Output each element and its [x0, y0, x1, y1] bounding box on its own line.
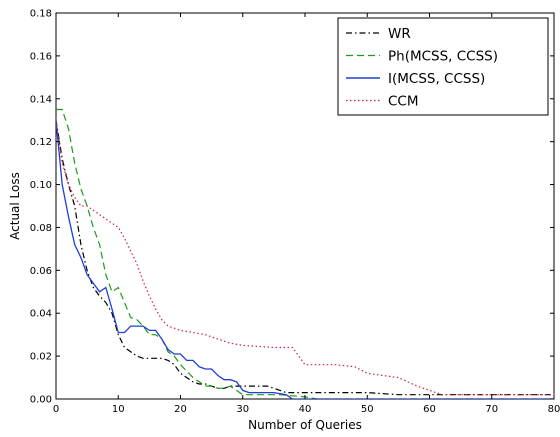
x-tick-label: 0	[53, 404, 59, 415]
series-line-3	[56, 120, 554, 396]
legend-box	[337, 17, 549, 116]
x-tick-label: 50	[361, 404, 374, 415]
x-tick-label: 40	[299, 404, 312, 415]
y-tick-label: 0.18	[30, 9, 52, 20]
x-axis-title: Number of Queries	[248, 418, 362, 432]
x-tick-label: 60	[423, 404, 436, 415]
y-tick-label: 0.00	[30, 395, 52, 406]
legend-label-1: Ph(MCSS, CCSS)	[388, 49, 498, 65]
y-tick-label: 0.10	[30, 180, 52, 191]
y-axis-title: Actual Loss	[8, 172, 22, 240]
y-tick-label: 0.04	[30, 309, 52, 320]
ticks-layer: 0 10 20 30 40 50 60 70 80 0.00 0.02 0.04 0.06 0.08 0.1…	[30, 9, 560, 416]
y-tick-label: 0.02	[30, 352, 52, 363]
legend-label-0: WR	[388, 26, 411, 42]
y-tick-label: 0.16	[30, 51, 52, 62]
y-tick-label: 0.08	[30, 223, 52, 234]
y-tick-label: 0.06	[30, 266, 52, 277]
series-line-0	[56, 120, 554, 396]
legend-label-3: CCM	[388, 94, 419, 110]
y-tick-label: 0.12	[30, 137, 52, 148]
x-tick-label: 30	[236, 404, 249, 415]
series-layer	[56, 108, 554, 399]
series-line-1	[56, 108, 554, 399]
x-tick-label: 70	[485, 404, 498, 415]
x-tick-label: 80	[548, 404, 560, 415]
legend: WR Ph(MCSS, CCSS) I(MCSS, CCSS) CCM	[337, 17, 549, 116]
y-tick-label: 0.14	[30, 94, 52, 105]
x-tick-label: 10	[112, 404, 125, 415]
series-line-2	[56, 120, 554, 399]
x-tick-label: 20	[174, 404, 187, 415]
legend-label-2: I(MCSS, CCSS)	[388, 71, 485, 87]
